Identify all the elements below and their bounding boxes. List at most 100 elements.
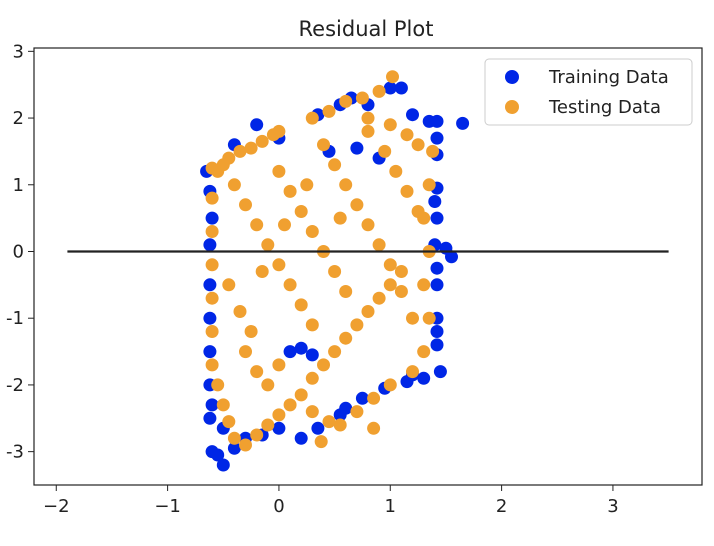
scatter-point — [272, 408, 286, 422]
scatter-point — [261, 418, 275, 432]
scatter-point — [222, 415, 236, 429]
scatter-point — [227, 431, 241, 445]
y-axis: -3 -2 -1 0 1 2 3 — [6, 41, 34, 463]
scatter-point — [406, 365, 419, 379]
scatter-point — [430, 131, 444, 145]
scatter-point — [294, 205, 308, 218]
scatter-point — [422, 178, 436, 192]
y-tick-label: 0 — [13, 241, 24, 262]
scatter-point — [417, 371, 431, 385]
scatter-point — [383, 118, 397, 132]
scatter-point — [272, 258, 286, 272]
scatter-point — [305, 405, 319, 419]
legend-label: Training Data — [548, 67, 669, 88]
scatter-point — [205, 258, 219, 272]
scatter-point — [400, 128, 414, 142]
scatter-point — [400, 184, 414, 198]
scatter-point — [428, 195, 442, 208]
scatter-point — [216, 398, 230, 412]
legend: Training Data Testing Data — [484, 58, 693, 126]
scatter-point — [339, 178, 353, 192]
scatter-point — [283, 184, 297, 198]
scatter-point — [350, 405, 364, 419]
scatter-point — [430, 325, 444, 338]
scatter-point — [272, 358, 286, 372]
scatter-point — [222, 151, 236, 165]
scatter-point — [294, 341, 308, 355]
scatter-point — [339, 401, 353, 415]
scatter-point — [203, 345, 217, 359]
scatter-point — [361, 305, 375, 318]
x-tick-label: −2 — [43, 496, 70, 517]
scatter-point — [311, 421, 325, 435]
scatter-point — [314, 435, 328, 449]
scatter-point — [367, 391, 381, 405]
scatter-point — [339, 285, 353, 298]
scatter-point — [322, 415, 336, 429]
scatter-point — [350, 141, 364, 155]
legend-marker — [505, 100, 519, 114]
scatter-point — [294, 388, 308, 402]
scatter-point — [361, 111, 375, 125]
scatter-point — [305, 318, 319, 332]
scatter-point — [328, 265, 342, 278]
scatter-point — [372, 291, 386, 305]
scatter-point — [394, 285, 408, 298]
scatter-point — [389, 164, 403, 178]
scatter-point — [203, 311, 217, 325]
scatter-point — [283, 345, 297, 359]
scatter-point — [411, 138, 425, 152]
scatter-point — [278, 218, 291, 232]
scatter-point — [305, 111, 319, 125]
x-axis: −2 −1 0 1 2 3 — [43, 485, 619, 517]
scatter-point — [328, 345, 342, 359]
scatter-point — [406, 311, 419, 325]
scatter-point — [205, 191, 219, 205]
scatter-point — [383, 81, 397, 95]
scatter-point — [211, 448, 225, 462]
x-tick-label: 0 — [273, 496, 284, 517]
scatter-point — [417, 345, 431, 359]
scatter-point — [406, 108, 419, 122]
scatter-point — [383, 278, 397, 292]
scatter-point — [426, 144, 440, 158]
scatter-point — [317, 138, 330, 152]
scatter-point — [394, 81, 408, 95]
scatter-point — [227, 441, 241, 455]
scatter-point — [233, 305, 247, 318]
legend-box — [484, 58, 693, 126]
scatter-point — [203, 411, 217, 425]
scatter-point — [283, 398, 297, 412]
scatter-point — [328, 158, 342, 172]
scatter-point — [250, 428, 264, 442]
y-tick-label: 1 — [13, 175, 24, 196]
scatter-point — [250, 118, 264, 132]
scatter-point — [361, 218, 375, 232]
scatter-point — [244, 325, 258, 338]
scatter-point — [456, 116, 470, 130]
scatter-point — [305, 225, 319, 238]
x-tick-label: 2 — [496, 496, 507, 517]
scatter-point — [322, 104, 336, 118]
scatter-point — [250, 218, 264, 232]
scatter-point — [227, 178, 241, 192]
scatter-point — [233, 144, 247, 158]
scatter-point — [294, 298, 308, 312]
scatter-point — [305, 348, 319, 362]
scatter-point — [378, 144, 392, 158]
scatter-point — [372, 84, 386, 98]
scatter-point — [305, 371, 319, 385]
scatter-point — [383, 378, 397, 392]
scatter-point — [372, 238, 386, 252]
scatter-point — [333, 418, 347, 432]
scatter-point — [417, 278, 431, 292]
scatter-point — [283, 278, 297, 292]
scatter-point — [350, 318, 364, 332]
scatter-point — [239, 438, 252, 452]
scatter-point — [339, 94, 353, 108]
x-tick-label: 3 — [607, 496, 618, 517]
scatter-point — [205, 358, 219, 372]
scatter-point — [386, 70, 399, 84]
x-tick-label: −1 — [154, 496, 181, 517]
